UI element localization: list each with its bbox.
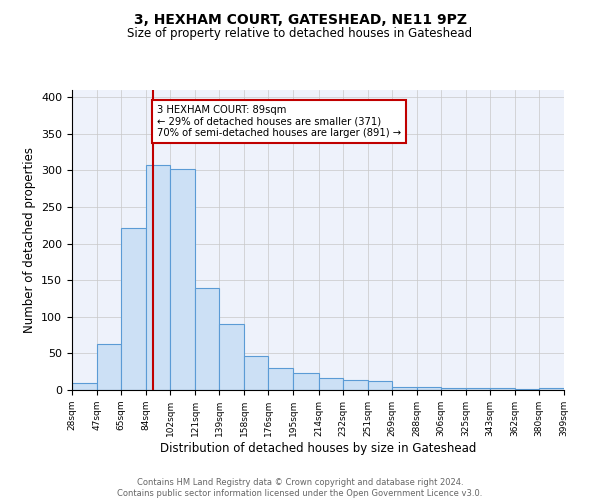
Bar [392,387,417,390]
Bar [196,288,219,390]
Bar [146,166,170,390]
X-axis label: Distribution of detached houses by size in Gateshead: Distribution of detached houses by size … [160,442,476,454]
Y-axis label: Number of detached properties: Number of detached properties [23,147,35,333]
Bar [417,387,440,390]
Bar [219,324,244,390]
Bar [121,228,146,390]
Bar [97,344,121,390]
Bar [466,388,490,390]
Bar [368,381,392,390]
Bar [440,388,466,390]
Bar [293,373,319,390]
Bar [319,378,343,390]
Bar [490,388,515,390]
Bar [343,380,368,390]
Text: Contains HM Land Registry data © Crown copyright and database right 2024.
Contai: Contains HM Land Registry data © Crown c… [118,478,482,498]
Bar [170,169,196,390]
Bar [244,356,268,390]
Bar [539,388,564,390]
Text: 3, HEXHAM COURT, GATESHEAD, NE11 9PZ: 3, HEXHAM COURT, GATESHEAD, NE11 9PZ [133,12,467,26]
Text: Size of property relative to detached houses in Gateshead: Size of property relative to detached ho… [127,28,473,40]
Bar [268,368,293,390]
Bar [72,382,97,390]
Text: 3 HEXHAM COURT: 89sqm
← 29% of detached houses are smaller (371)
70% of semi-det: 3 HEXHAM COURT: 89sqm ← 29% of detached … [157,104,401,138]
